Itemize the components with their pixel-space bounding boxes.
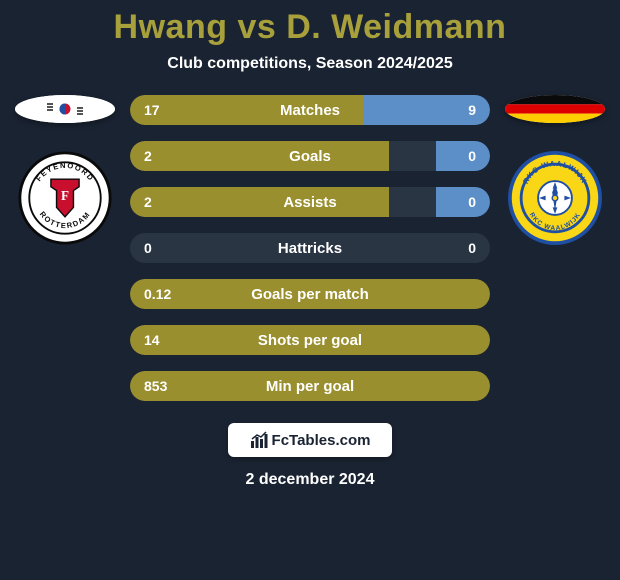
stat-row: 17Matches9 <box>130 95 490 125</box>
club-badge-right: RKC WAALWIJK RKC WAALWIJK <box>508 151 602 245</box>
stat-label: Matches <box>130 102 490 119</box>
page-title: Hwang vs D. Weidmann <box>114 8 507 47</box>
stat-value-right: 0 <box>468 148 476 164</box>
stat-label: Shots per goal <box>130 332 490 349</box>
footer-brand-badge: FcTables.com <box>228 423 392 457</box>
stat-label: Min per goal <box>130 378 490 395</box>
stat-row: 0Hattricks0 <box>130 233 490 263</box>
stat-label: Hattricks <box>130 240 490 257</box>
club-badge-left: F FEYENOORD ROTTERDAM <box>18 151 112 245</box>
country-flag-right <box>505 95 605 123</box>
stat-row: 2Goals0 <box>130 141 490 171</box>
stats-list: 17Matches92Goals02Assists00Hattricks00.1… <box>120 95 500 401</box>
chart-icon <box>250 431 268 449</box>
stat-value-right: 0 <box>468 240 476 256</box>
country-flag-left <box>15 95 115 123</box>
svg-text:F: F <box>61 188 69 203</box>
stat-label: Assists <box>130 194 490 211</box>
content-row: F FEYENOORD ROTTERDAM 17Matches9 2Goals0 2… <box>0 95 620 401</box>
stat-value-right: 0 <box>468 194 476 210</box>
footer-brand-text: FcTables.com <box>250 431 371 449</box>
comparison-card: Hwang vs D. Weidmann Club competitions, … <box>0 0 620 580</box>
stat-row: 2Assists0 <box>130 187 490 217</box>
stat-row: 0.12Goals per match <box>130 279 490 309</box>
subtitle: Club competitions, Season 2024/2025 <box>167 55 452 73</box>
stat-label: Goals per match <box>130 286 490 303</box>
stat-label: Goals <box>130 148 490 165</box>
stat-value-right: 9 <box>468 102 476 118</box>
player-left-panel: F FEYENOORD ROTTERDAM <box>10 95 120 245</box>
stat-row: 853Min per goal <box>130 371 490 401</box>
date-text: 2 december 2024 <box>246 471 375 489</box>
stat-row: 14Shots per goal <box>130 325 490 355</box>
footer-brand-label: FcTables.com <box>272 432 371 449</box>
player-right-panel: RKC WAALWIJK RKC WAALWIJK <box>500 95 610 245</box>
